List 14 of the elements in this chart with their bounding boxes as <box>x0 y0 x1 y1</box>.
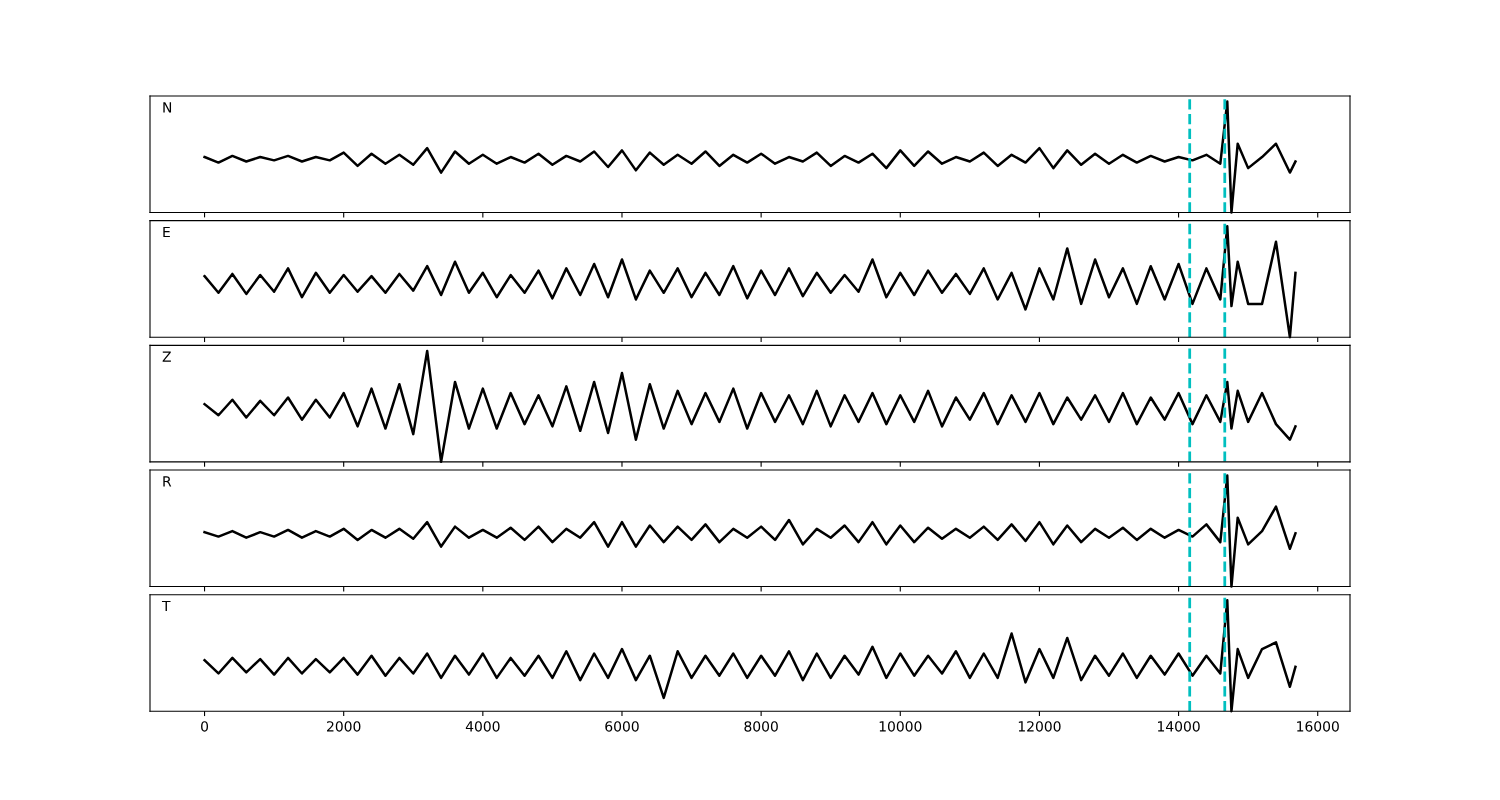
annotation: E <box>163 226 170 238</box>
x-tick-label: 0 <box>201 721 209 732</box>
x-tick-label: 16000 <box>1297 721 1339 732</box>
x-tick-label: 4000 <box>465 721 500 732</box>
x-tick-label: 8000 <box>744 721 778 732</box>
annotation: T <box>161 600 171 612</box>
x-tick-label: 2000 <box>327 721 361 732</box>
annotation: Z <box>162 351 171 362</box>
annotation: N <box>163 102 172 113</box>
x-tick-label: 14000 <box>1158 721 1200 732</box>
x-tick-label: 6000 <box>605 721 639 732</box>
annotation: R <box>163 476 172 487</box>
x-tick-label: 12000 <box>1018 721 1061 732</box>
x-tick-label: 10000 <box>879 721 922 732</box>
